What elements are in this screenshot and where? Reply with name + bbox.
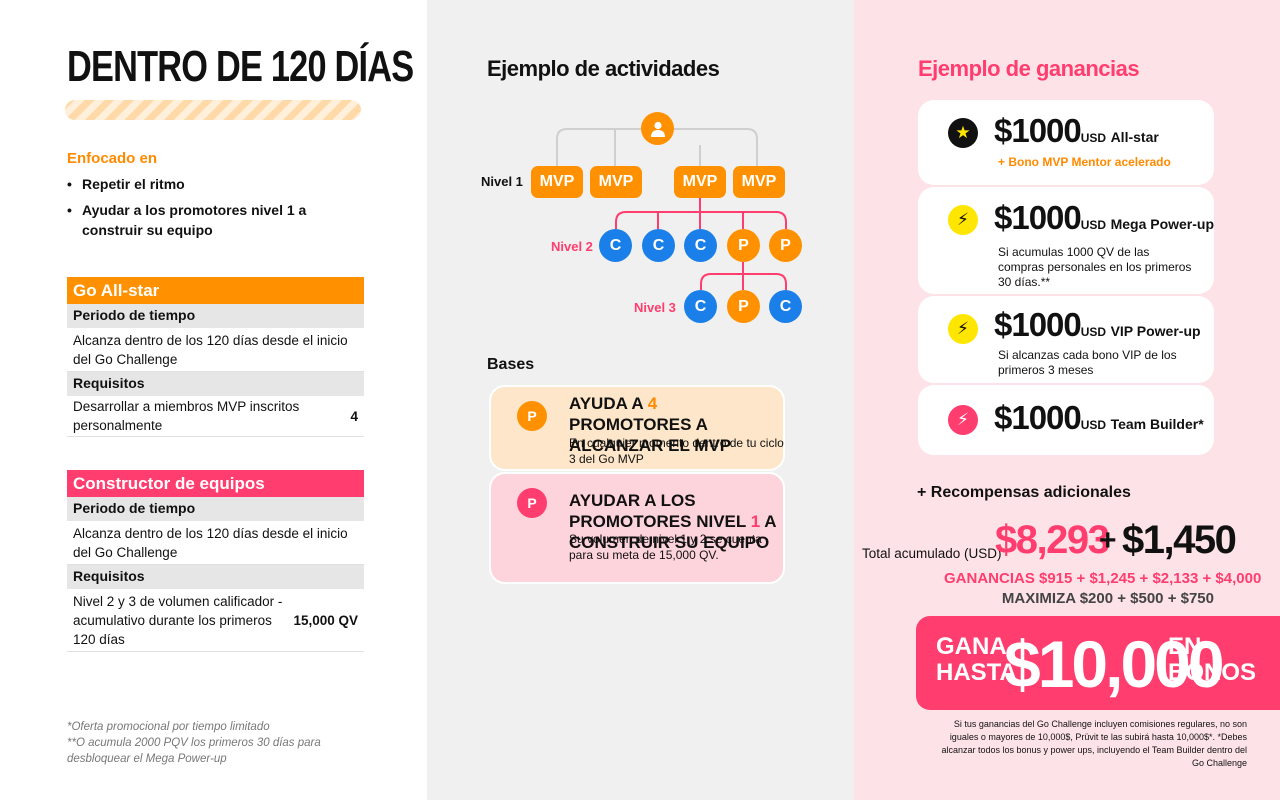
table-row: Nivel 2 y 3 de volumen calificador - acu… [67,589,364,652]
bases-title: Bases [487,356,535,373]
requirements-label: Requisitos [67,372,364,396]
lightning-icon: ⚡ [948,314,978,344]
earnings-breakdown: GANANCIAS $915 + $1,245 + $2,133 + $4,00… [944,570,1262,587]
base-card-team: P Ayudar a los promotores nivel 1 a cons… [489,472,785,584]
focus-list: Repetir el ritmo Ayudar a los promotores… [67,174,367,246]
lightning-icon: ⚡ [948,405,978,435]
requirement-text: Desarrollar a miembros MVP inscritos per… [73,399,300,433]
left-panel: DENTRO DE 120 DÍAS Enfocado en Repetir e… [0,0,427,800]
additional-amount: $1,450 [1122,518,1237,562]
star-icon: ★ [948,118,978,148]
period-label: Periodo de tiempo [67,304,364,328]
reward-amount: $1000USD All-star [994,112,1159,149]
footnote: **O acumula 2000 PQV los primeros 30 día… [67,737,321,765]
requirement-text: Nivel 2 y 3 de volumen calificador - acu… [73,593,283,647]
middle-panel: Ejemplo de actividades Nivel 1 MVP MVP M… [427,0,854,800]
footnote: *Oferta promocional por tiempo limitado [67,721,270,733]
p-node: P [769,229,802,262]
decorative-stripe [65,100,361,120]
period-text: Alcanza dentro de los 120 días desde el … [73,332,348,367]
card-desc: En cualquier momento dentro de tu ciclo … [569,436,784,466]
footnotes: *Oferta promocional por tiempo limitado … [67,719,387,767]
list-item: Ayudar a los promotores nivel 1 a constr… [67,200,367,240]
period-label: Periodo de tiempo [67,497,364,521]
reward-card-team-builder: ⚡ $1000USD Team Builder* [918,385,1214,455]
c-node: C [642,229,675,262]
table-row: Alcanza dentro de los 120 días desde el … [67,328,364,372]
disclaimer: Si tus ganancias del Go Challenge incluy… [941,719,1247,768]
builder-table: Constructor de equipos Periodo de tiempo… [67,470,364,652]
right-panel: Ejemplo de ganancias ★ $1000USD All-star… [854,0,1280,800]
user-avatar-icon [641,112,674,145]
total-amount: $8,293 [995,518,1110,562]
requirement-value: 15,000 QV [293,612,358,628]
lightning-icon: ⚡ [948,205,978,235]
requirement-value: 4 [350,408,358,424]
activities-title: Ejemplo de actividades [487,56,720,81]
c-node: C [769,290,802,323]
list-item: Repetir el ritmo [67,174,367,194]
maximize-breakdown: MAXIMIZA $200 + $500 + $750 [1001,590,1214,607]
banner-right-text: EN BONOS [1168,633,1257,686]
reward-amount: $1000USD Mega Power-up [994,199,1215,236]
total-label: Total acumulado (USD) [862,546,1002,561]
table-row: Desarrollar a miembros MVP inscritos per… [67,396,364,437]
reward-sub: Si acumulas 1000 QV de las compras perso… [998,245,1192,289]
builder-header: Constructor de equipos [67,470,364,497]
mvp-node: MVP [733,166,785,198]
p-badge-icon: P [517,488,547,518]
p-node: P [727,290,760,323]
mvp-node: MVP [531,166,583,198]
allstar-header: Go All-star [67,277,364,304]
allstar-table: Go All-star Periodo de tiempo Alcanza de… [67,277,364,437]
reward-card-allstar: ★ $1000USD All-star + Bono MVP Mentor ac… [918,100,1214,185]
page-title: DENTRO DE 120 DÍAS [67,42,414,91]
card-desc: Su volumen de nivel 1 y 2 se cuenta para… [569,532,762,562]
base-card-mvp: P Ayuda a 4 promotores a alcanzar el MVP… [489,385,785,471]
c-node: C [684,229,717,262]
table-row: Alcanza dentro de los 120 días desde el … [67,521,364,565]
bonus-banner: GANA HASTA $10,000 EN BONOS [916,616,1280,710]
earnings-title: Ejemplo de ganancias [918,56,1140,81]
focus-heading: Enfocado en [67,150,158,167]
reward-amount: $1000USD Team Builder* [994,399,1204,436]
card-title: Ayudar a los promotores nivel 1 a constr… [569,491,776,552]
org-tree: Nivel 1 MVP MVP MVP MVP Nivel 2 C C C P … [427,100,854,340]
c-node: C [684,290,717,323]
level1-label: Nivel 1 [481,174,523,189]
reward-card-vip: ⚡ $1000USD VIP Power-up Si alcanzas cada… [918,296,1214,383]
extra-rewards: + Recompensas adicionales [917,484,1131,501]
mvp-node: MVP [590,166,642,198]
reward-sub: + Bono MVP Mentor acelerado [998,155,1171,169]
reward-sub: Si alcanzas cada bono VIP de los primero… [998,348,1177,377]
level3-label: Nivel 3 [634,300,676,315]
tree-connectors [556,128,787,290]
reward-card-mega: ⚡ $1000USD Mega Power-up Si acumulas 100… [918,187,1214,294]
period-text: Alcanza dentro de los 120 días desde el … [73,525,348,560]
c-node: C [599,229,632,262]
requirements-label: Requisitos [67,565,364,589]
p-badge-icon: P [517,401,547,431]
card-title: Ayuda a 4 promotores a alcanzar el MVP [569,394,732,455]
level2-label: Nivel 2 [551,239,593,254]
banner-amount: $10,000 [1004,627,1225,701]
p-node: P [727,229,760,262]
banner-left-text: GANA HASTA [936,633,1017,686]
mvp-node: MVP [674,166,726,198]
plus-sign: + [1099,524,1117,557]
reward-amount: $1000USD VIP Power-up [994,306,1201,343]
